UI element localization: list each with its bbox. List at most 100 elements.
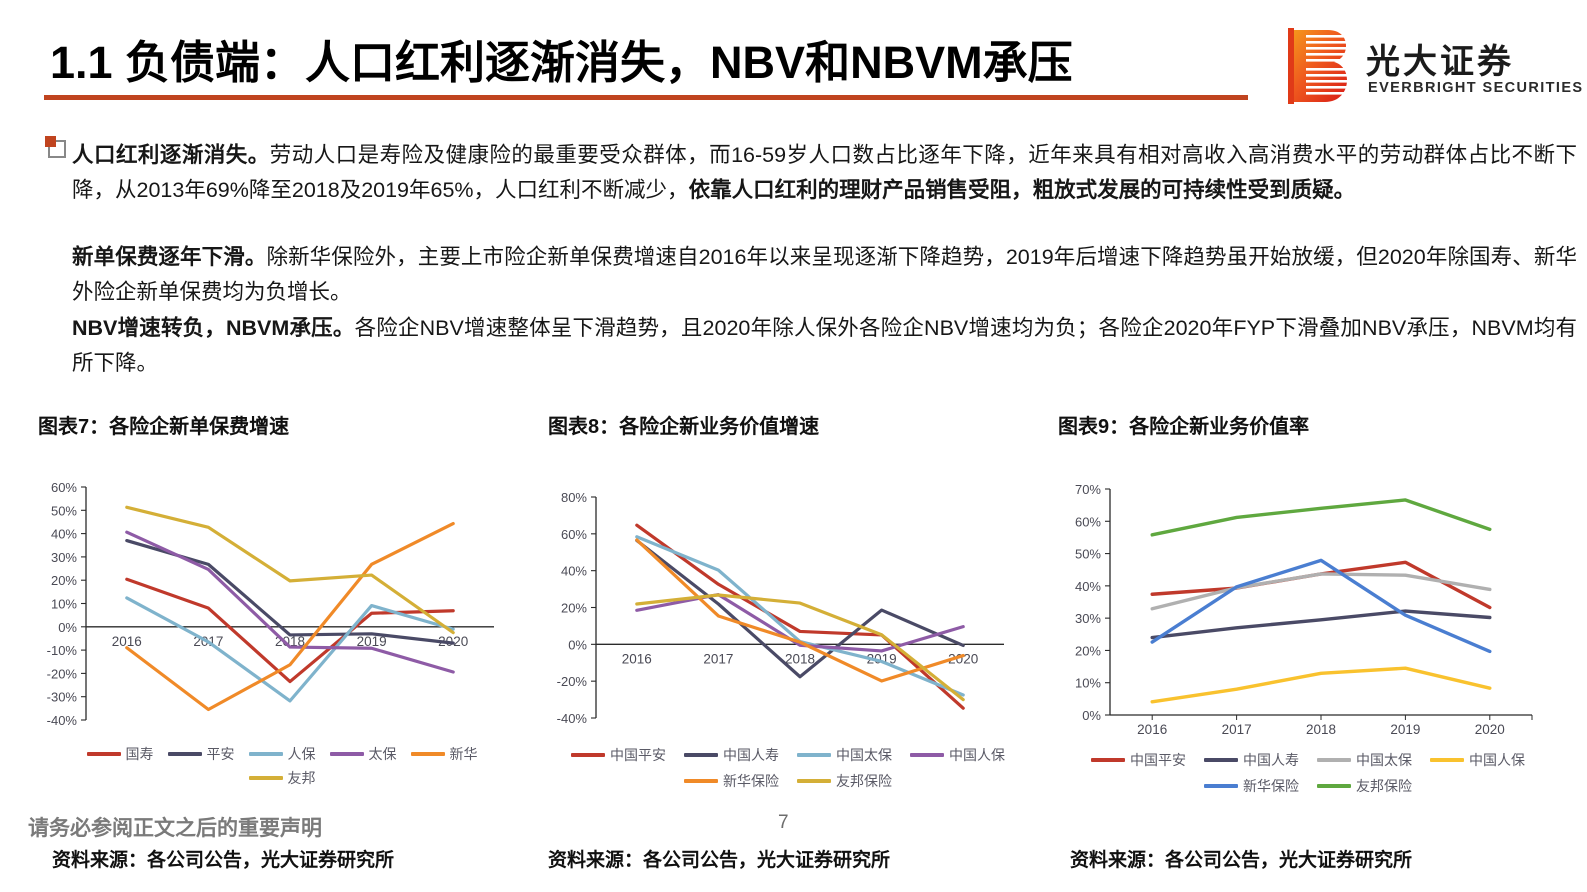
svg-text:20%: 20% [1075,643,1101,658]
title-underline-rule [44,95,1248,100]
legend-item[interactable]: 中国人保 [910,745,1005,765]
legend-item[interactable]: 中国平安 [571,745,666,765]
legend-label: 太保 [368,746,397,762]
svg-text:20%: 20% [561,601,587,616]
svg-text:60%: 60% [561,527,587,542]
legend-label: 平安 [206,746,235,762]
legend-label: 新华保险 [1243,778,1299,794]
legend-swatch-icon [167,752,202,756]
svg-text:-40%: -40% [557,711,588,726]
legend-label: 新华保险 [723,773,779,789]
svg-text:-10%: -10% [47,643,78,658]
paragraph-nbv-negative: NBV增速转负，NBVM承压。各险企NBV增速整体呈下滑趋势，且2020年除人保… [72,311,1577,381]
legend-swatch-icon [684,779,718,783]
legend-swatch-icon [1430,758,1464,762]
legend-item[interactable]: 中国人寿 [684,745,779,765]
svg-text:2018: 2018 [275,634,305,649]
legend-item[interactable]: 友邦保险 [1317,776,1412,796]
legend-label: 中国人保 [949,747,1005,763]
legend-item[interactable]: 太保 [329,744,397,764]
svg-text:0%: 0% [1082,708,1101,723]
legend-label: 中国平安 [1130,752,1186,768]
svg-text:2019: 2019 [867,651,897,666]
chart-8-title: 图表8：各险企新业务价值增速 [548,416,820,438]
p1-body: 劳动人口是寿险及健康险的最重要受众群体，而16-59岁人口数占比逐年下降，近年来… [72,143,1577,202]
svg-text:2020: 2020 [1475,722,1505,737]
legend-item[interactable]: 人保 [248,744,316,764]
legend-item[interactable]: 中国太保 [797,745,892,765]
legend-swatch-icon [797,779,831,783]
chart-block-7: 图表7：各险企新单保费增速 -40% -30% -20% -10% 0% 10% 20% 30… [38,410,518,790]
legend-item[interactable]: 新华 [410,744,478,764]
legend-swatch-icon [1204,758,1238,762]
legend-item[interactable]: 平安 [167,744,235,764]
svg-text:30%: 30% [1075,611,1101,626]
logo-text-chinese: 光大证券 [1366,43,1514,81]
legend-swatch-icon [248,776,283,780]
p1-tail: 依靠人口红利的理财产品销售受阻，粗放式发展的可持续性受到质疑。 [688,178,1356,202]
legend-item[interactable]: 友邦 [248,768,316,788]
svg-text:0%: 0% [58,620,77,635]
legend-item[interactable]: 中国人寿 [1204,750,1299,770]
svg-text:70%: 70% [1075,482,1101,497]
svg-text:0%: 0% [568,637,587,652]
svg-text:-30%: -30% [47,690,78,705]
svg-text:2017: 2017 [1222,722,1252,737]
company-logo: 光大证券 EVERBRIGHT SECURITIES [1288,28,1582,106]
svg-text:10%: 10% [1075,676,1101,691]
svg-text:40%: 40% [1075,579,1101,594]
legend-item[interactable]: 友邦保险 [797,771,892,791]
svg-text:20%: 20% [51,573,77,588]
svg-text:40%: 40% [561,564,587,579]
everbright-b-mark-icon [1288,28,1348,104]
legend-item[interactable]: 新华保险 [1204,776,1299,796]
legend-swatch-icon [329,752,364,756]
legend-swatch-icon [1204,784,1238,788]
chart-7-source: 资料来源：各公司公告，光大证券研究所 [52,850,395,871]
slide-header: 1.1 负债端：人口红利逐渐消失，NBV和NBVM承压 [0,0,1587,112]
svg-text:2020: 2020 [438,634,468,649]
svg-text:40%: 40% [51,527,77,542]
page-number: 7 [778,812,789,833]
legend-label: 友邦保险 [836,773,892,789]
svg-text:60%: 60% [51,480,77,495]
legend-item[interactable]: 中国人保 [1430,750,1525,770]
legend-item[interactable]: 中国太保 [1317,750,1412,770]
paragraph-fyp-decline: 新单保费逐年下滑。除新华保险外，主要上市险企新单保费增速自2016年以来呈现逐渐… [72,240,1577,310]
page-title: 1.1 负债端：人口红利逐渐消失，NBV和NBVM承压 [50,37,1073,88]
chart-9-legend: 中国平安 中国人寿 中国太保 中国人保新华保险 友邦保险 [1058,747,1558,799]
legend-swatch-icon [797,753,831,757]
bullet-marker-icon [45,136,66,158]
chart-7-plot: -40% -30% -20% -10% 0% 10% 20% 30% 40% 50% 60% 2016… [38,473,518,738]
svg-text:2018: 2018 [785,651,815,666]
p2-body: 除新华保险外，主要上市险企新单保费增速自2016年以来呈现逐渐下降趋势，2019… [72,245,1577,304]
chart-7-title: 图表7：各险企新单保费增速 [38,416,290,438]
svg-text:2019: 2019 [1390,722,1420,737]
legend-item[interactable]: 新华保险 [684,771,779,791]
legend-swatch-icon [410,752,445,756]
svg-text:2017: 2017 [703,651,733,666]
legend-item[interactable]: 国寿 [86,744,154,764]
legend-label: 友邦 [287,770,316,786]
p2-lead: 新单保费逐年下滑。 [72,245,267,269]
chart-9-title: 图表9：各险企新业务价值率 [1058,416,1310,438]
legend-swatch-icon [1317,758,1351,762]
svg-text:-40%: -40% [47,713,78,728]
svg-text:2018: 2018 [1306,722,1336,737]
svg-text:50%: 50% [1075,547,1101,562]
svg-text:-20%: -20% [557,674,588,689]
legend-swatch-icon [571,753,605,757]
chart-block-9: 图表9：各险企新业务价值率 0% 10% 20% 30% 40% 50% 60% 70% 201… [1058,410,1558,799]
chart-8-legend: 中国平安 中国人寿 中国太保 中国人保新华保险 友邦保险 [548,742,1028,794]
legend-label: 国寿 [125,746,154,762]
svg-text:2016: 2016 [112,634,142,649]
svg-text:10%: 10% [51,597,77,612]
legend-label: 中国人寿 [1243,752,1299,768]
legend-label: 友邦保险 [1356,778,1412,794]
chart-7-legend: 国寿 平安 人保 太保 新华友邦 [38,742,518,790]
legend-swatch-icon [684,753,718,757]
svg-text:2016: 2016 [1137,722,1167,737]
disclaimer-text: 请务必参阅正文之后的重要声明 [28,817,322,840]
paragraph-population-dividend: 人口红利逐渐消失。劳动人口是寿险及健康险的最重要受众群体，而16-59岁人口数占… [72,138,1577,208]
legend-item[interactable]: 中国平安 [1091,750,1186,770]
